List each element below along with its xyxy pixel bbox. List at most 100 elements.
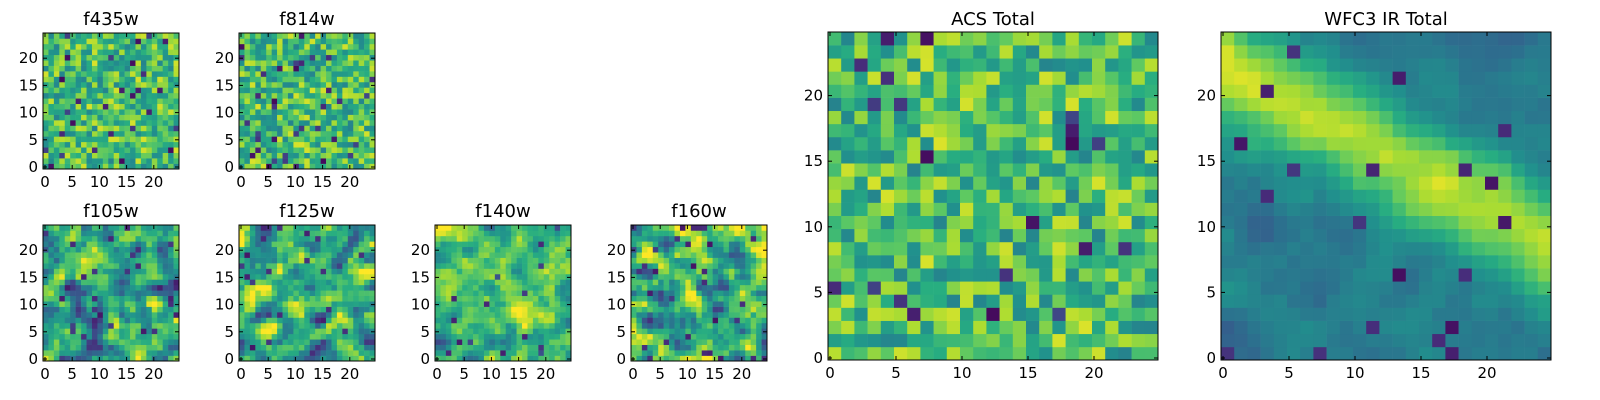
- heatmap-cell: [946, 320, 961, 335]
- heatmap-cell: [91, 120, 98, 126]
- heatmap-cell: [277, 230, 283, 237]
- heatmap-cell: [75, 246, 82, 253]
- heatmap-cell: [326, 268, 332, 275]
- heatmap-cell: [53, 87, 60, 94]
- heatmap-cell: [260, 273, 267, 280]
- heatmap-cell: [271, 246, 278, 253]
- heatmap-cell: [1300, 189, 1314, 203]
- heatmap-cell: [960, 136, 974, 151]
- heatmap-cell: [663, 263, 670, 269]
- heatmap-cell: [162, 130, 169, 137]
- heatmap-cell: [641, 355, 648, 362]
- heatmap-cell: [48, 81, 55, 88]
- heatmap-cell: [331, 60, 338, 66]
- heatmap-cell: [53, 312, 60, 318]
- heatmap-cell: [162, 241, 169, 248]
- heatmap-cell: [1026, 228, 1040, 243]
- heatmap-cell: [75, 92, 82, 99]
- panel-title: ACS Total: [951, 9, 1035, 30]
- heatmap-cell: [43, 328, 49, 335]
- heatmap-cell: [1300, 268, 1314, 282]
- heatmap-cell: [473, 328, 479, 335]
- heatmap-cell: [1105, 333, 1119, 348]
- heatmap-cell: [124, 109, 131, 115]
- heatmap-cell: [894, 307, 908, 321]
- heatmap-cell: [473, 322, 479, 329]
- heatmap-cell: [1419, 241, 1433, 256]
- heatmap-cell: [173, 158, 180, 164]
- heatmap-cell: [960, 150, 974, 164]
- heatmap-cell: [140, 268, 147, 275]
- heatmap-cell: [97, 60, 104, 66]
- heatmap-cell: [320, 312, 327, 318]
- panel-title: f435w: [83, 9, 138, 30]
- heatmap-cell: [162, 98, 169, 105]
- heatmap-cell: [451, 322, 458, 329]
- heatmap-cell: [266, 263, 272, 269]
- heatmap-cell: [631, 350, 637, 356]
- heatmap-cell: [124, 114, 131, 121]
- heatmap-cell: [364, 125, 370, 132]
- heatmap-cell: [679, 257, 686, 264]
- heatmap-cell: [364, 141, 370, 148]
- heatmap-cell: [712, 301, 719, 307]
- heatmap-cell: [102, 109, 109, 115]
- heatmap-cell: [467, 284, 474, 291]
- heatmap-cell: [718, 284, 724, 291]
- heatmap-cell: [255, 246, 262, 253]
- heatmap-cell: [331, 263, 338, 269]
- heatmap-cell: [679, 333, 686, 340]
- heatmap-cell: [739, 350, 746, 356]
- heatmap-cell: [309, 49, 316, 56]
- heatmap-cell: [364, 71, 370, 77]
- heatmap-cell: [527, 225, 534, 231]
- heatmap-cell: [130, 295, 136, 302]
- heatmap-cell: [59, 136, 66, 143]
- heatmap-cell: [162, 306, 169, 313]
- heatmap-cell: [239, 152, 245, 159]
- heatmap-cell: [505, 306, 512, 313]
- x-tick-label: 10: [678, 365, 697, 383]
- heatmap-cell: [500, 290, 507, 297]
- heatmap-cell: [347, 273, 354, 280]
- heatmap-cell: [173, 301, 180, 307]
- heatmap-cell: [277, 141, 283, 148]
- heatmap-cell: [828, 320, 842, 335]
- heatmap-cell: [1052, 150, 1066, 164]
- heatmap-cell: [1221, 163, 1235, 177]
- heatmap-cell: [353, 81, 359, 88]
- heatmap-cell: [298, 125, 305, 132]
- heatmap-cell: [1144, 71, 1159, 85]
- heatmap-cell: [336, 235, 343, 242]
- heatmap-cell: [86, 317, 93, 324]
- heatmap-cell: [467, 235, 474, 242]
- heatmap-cell: [336, 76, 343, 83]
- heatmap-cell: [168, 114, 174, 121]
- heatmap-cell: [500, 279, 507, 286]
- heatmap-cell: [854, 163, 868, 177]
- heatmap-cell: [467, 263, 474, 269]
- heatmap-cell: [1118, 97, 1132, 112]
- heatmap-cell: [81, 344, 87, 351]
- y-tick-label: 0: [813, 349, 823, 367]
- heatmap-cell: [260, 71, 267, 77]
- heatmap-cell: [320, 333, 327, 340]
- heatmap-cell: [331, 230, 338, 237]
- heatmap-cell: [43, 312, 49, 318]
- heatmap-cell: [97, 301, 104, 307]
- heatmap-cell: [64, 263, 71, 269]
- heatmap-cell: [102, 355, 109, 362]
- heatmap-cell: [718, 350, 724, 356]
- heatmap-cell: [151, 328, 158, 335]
- heatmap-cell: [266, 268, 272, 275]
- heatmap-cell: [353, 268, 359, 275]
- heatmap-cell: [102, 317, 109, 324]
- heatmap-cell: [1287, 215, 1301, 230]
- heatmap-cell: [173, 263, 180, 269]
- heatmap-cell: [828, 202, 842, 216]
- heatmap-cell: [70, 76, 76, 83]
- heatmap-cell: [59, 65, 66, 72]
- heatmap-cell: [369, 158, 376, 164]
